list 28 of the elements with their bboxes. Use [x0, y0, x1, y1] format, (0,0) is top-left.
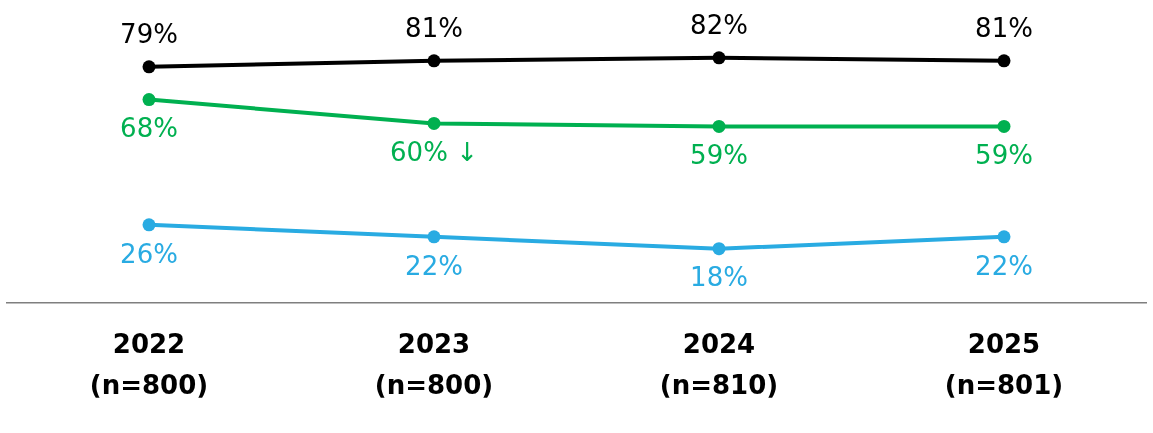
- x-tick-label: 2025 (n=801): [944, 329, 1064, 400]
- data-label: 22%: [405, 250, 463, 281]
- point: [997, 230, 1011, 244]
- point: [997, 54, 1011, 68]
- data-label: 79%: [120, 18, 178, 49]
- data-label: 59%: [690, 140, 748, 171]
- x-tick-label: 2023 (n=800): [374, 329, 494, 400]
- point: [142, 218, 156, 232]
- data-label: 22%: [975, 250, 1033, 281]
- data-label: 81%: [405, 12, 463, 43]
- point: [427, 230, 441, 244]
- point: [712, 51, 726, 65]
- data-label: 82%: [690, 9, 748, 40]
- point: [712, 119, 726, 133]
- data-label: 68%: [120, 113, 178, 144]
- data-label: 59%: [975, 140, 1033, 171]
- point: [427, 116, 441, 130]
- point: [427, 54, 441, 68]
- x-tick-label: 2022 (n=800): [89, 329, 209, 400]
- data-label: 60% ↓: [390, 137, 478, 168]
- x-tick-label: 2024 (n=810): [659, 329, 779, 400]
- data-label: 81%: [975, 12, 1033, 43]
- point: [142, 93, 156, 107]
- data-label: 18%: [690, 262, 748, 293]
- point: [712, 242, 726, 256]
- point: [142, 60, 156, 74]
- point: [997, 119, 1011, 133]
- data-label: 26%: [120, 238, 178, 269]
